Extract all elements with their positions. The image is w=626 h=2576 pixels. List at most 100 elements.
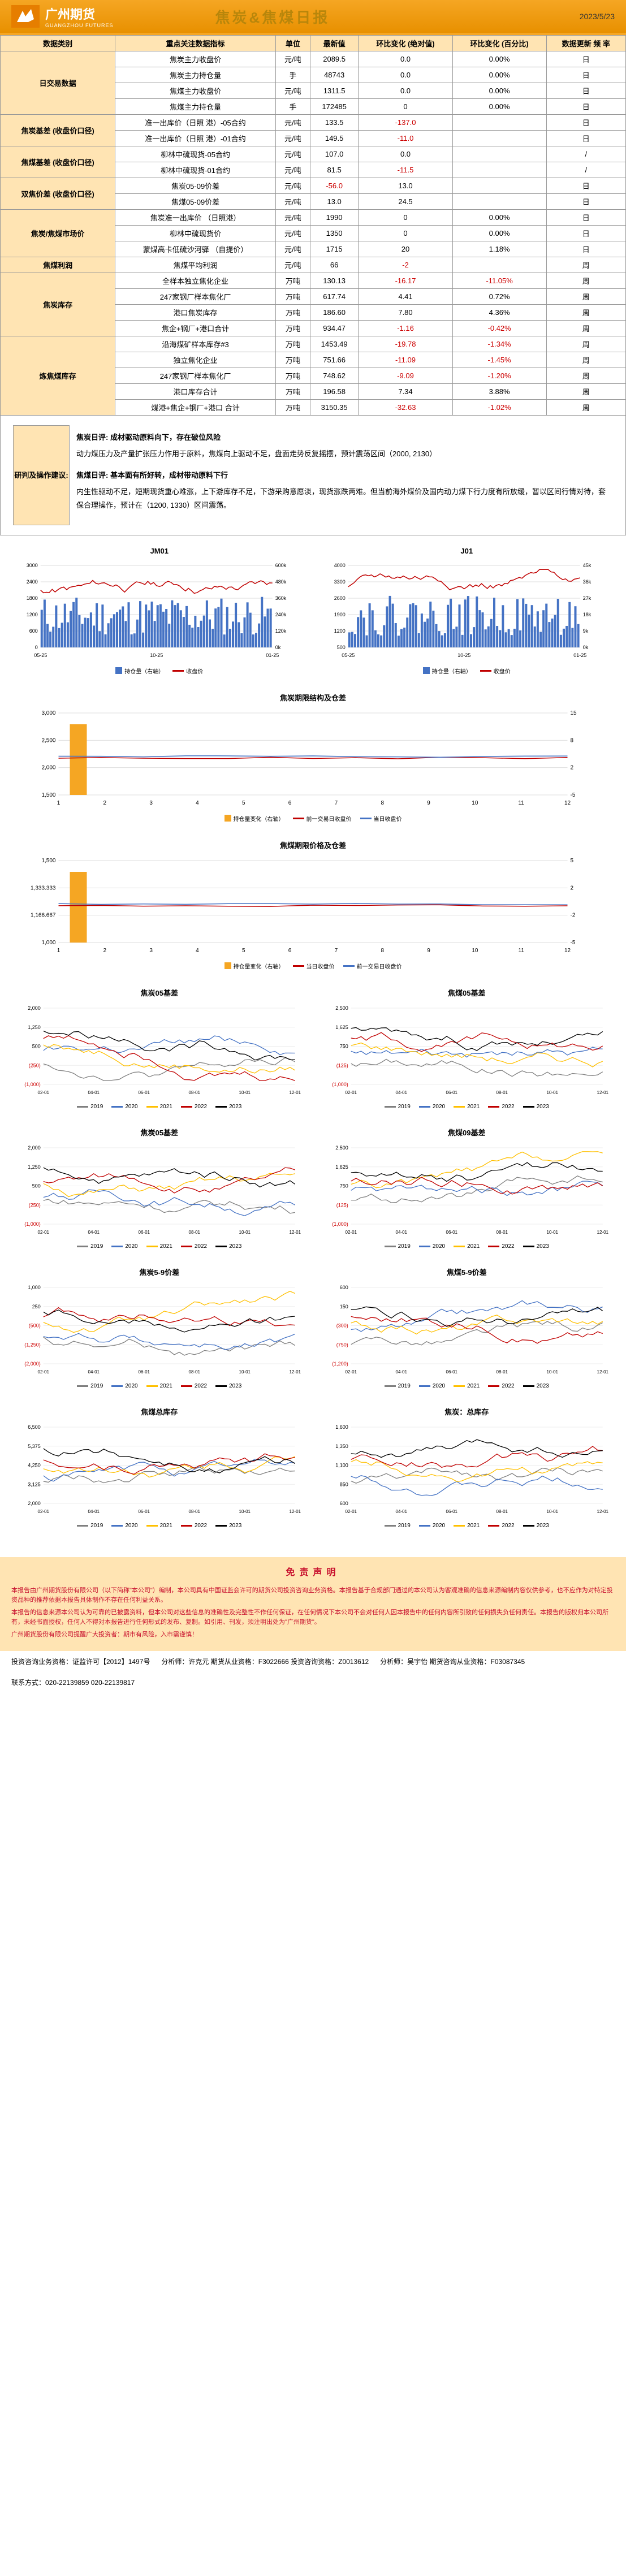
data-cell: 周 [546,289,625,305]
data-cell: 周 [546,305,625,321]
data-cell: 7.34 [359,384,452,400]
svg-text:250: 250 [32,1304,41,1309]
svg-text:5,375: 5,375 [28,1443,41,1449]
category-cell: 炼焦煤库存 [1,336,115,416]
svg-text:(1,200): (1,200) [332,1361,348,1367]
svg-text:600: 600 [339,1285,348,1290]
data-cell: 日 [546,178,625,194]
report-date: 2023/5/23 [580,12,615,21]
legend-item: 持仓量（右轴） [115,667,164,675]
svg-text:45k: 45k [582,563,591,568]
category-cell: 焦煤利润 [1,257,115,273]
data-cell: 港口焦炭库存 [115,305,276,321]
svg-text:06-01: 06-01 [139,1509,150,1514]
legend-item: 2021 [146,1523,172,1529]
data-cell: 0.00% [452,51,546,67]
legend-item: 2019 [77,1104,103,1110]
legend-item: 当日收盘价 [293,962,335,970]
data-cell: 66 [310,257,359,273]
data-cell: 万吨 [275,368,310,384]
logo-icon [11,5,40,28]
svg-text:2: 2 [103,800,107,806]
svg-text:(125): (125) [336,1062,348,1068]
disclaimer-para: 本报告由广州期货股份有限公司（以下简称"本公司"）编制，本公司具有中国证监会许可… [11,1586,615,1606]
data-cell: 172485 [310,99,359,115]
svg-text:9: 9 [427,948,430,954]
data-cell: 万吨 [275,321,310,336]
svg-text:06-01: 06-01 [446,1369,457,1375]
svg-text:600: 600 [29,628,38,634]
data-cell: 3150.35 [310,400,359,416]
basis-chart: 焦煤05基差2,5001,625750(125)(1,000)02-0104-0… [319,987,615,1110]
svg-text:04-01: 04-01 [395,1090,407,1095]
svg-text:240k: 240k [275,612,287,617]
data-cell: 准一出库价（日照 港）-01合约 [115,131,276,146]
svg-text:0k: 0k [582,645,588,650]
svg-text:4: 4 [196,948,199,954]
col-header: 环比变化 (百分比) [452,36,546,51]
disclaimer-para: 本报告的信息来源本公司认为可靠的已披露资料，但本公司对这些信息的准确性及完整性不… [11,1608,615,1628]
svg-text:1,625: 1,625 [335,1164,348,1170]
data-cell: -1.45% [452,352,546,368]
svg-text:(125): (125) [336,1202,348,1208]
svg-text:(1,250): (1,250) [24,1342,41,1347]
svg-text:6,500: 6,500 [28,1424,41,1430]
basis-chart: 焦煤09基差2,5001,625750(125)(1,000)02-0104-0… [319,1127,615,1250]
analysis-item-body: 内生性驱动不足，短期现货重心难涨，上下游库存不足，下游采购意愿淡，现货涨跌两难。… [76,485,607,512]
svg-text:2,000: 2,000 [41,765,55,771]
svg-text:(2,000): (2,000) [24,1361,41,1367]
footer-item: 分析师：许克元 期货从业资格：F3022666 投资咨询资格：Z0013612 [161,1657,369,1666]
svg-text:9: 9 [427,800,430,806]
legend-item: 前一交易日收盘价 [293,814,352,823]
svg-text:02-01: 02-01 [38,1509,50,1514]
svg-text:02-01: 02-01 [38,1369,50,1375]
svg-text:2600: 2600 [334,595,345,601]
svg-text:08-01: 08-01 [189,1369,201,1375]
svg-text:4,250: 4,250 [28,1462,41,1468]
data-cell: 沿海煤矿样本库存#3 [115,336,276,352]
svg-text:04-01: 04-01 [395,1509,407,1514]
structure-chart: 焦炭期限结构及仓差3,000152,50082,00021,500-512345… [11,692,615,823]
data-cell: 元/吨 [275,51,310,67]
svg-text:1,333.333: 1,333.333 [31,885,56,891]
legend-item: 2019 [385,1104,411,1110]
legend-item: 2021 [454,1243,480,1250]
data-cell: -1.16 [359,321,452,336]
data-cell: 13.0 [359,178,452,194]
basis-chart: 焦煤总库存6,5005,3754,2503,1252,00002-0104-01… [11,1406,308,1529]
svg-text:(250): (250) [29,1202,41,1208]
data-cell: 日 [546,226,625,241]
data-cell: -0.42% [452,321,546,336]
svg-text:08-01: 08-01 [189,1230,201,1235]
svg-text:10-01: 10-01 [239,1230,251,1235]
legend-item: 2023 [523,1523,549,1529]
svg-text:08-01: 08-01 [496,1230,508,1235]
company-en: GUANGZHOU FUTURES [45,23,114,28]
svg-text:10-01: 10-01 [546,1509,558,1514]
legend-item: 持仓量（右轴） [423,667,472,675]
svg-text:1,250: 1,250 [28,1025,41,1030]
svg-text:9k: 9k [582,628,588,634]
data-cell: 0.00% [452,67,546,83]
data-cell: -1.02% [452,400,546,416]
svg-text:5: 5 [242,800,245,806]
basis-chart: 焦煤5-9价差600150(300)(750)(1,200)02-0104-01… [319,1267,615,1389]
svg-text:8: 8 [381,948,384,954]
svg-text:12-01: 12-01 [290,1090,301,1095]
data-cell: 0.00% [452,210,546,226]
svg-text:(750): (750) [336,1342,348,1347]
svg-text:500: 500 [32,1043,41,1049]
svg-text:02-01: 02-01 [345,1509,357,1514]
legend-item: 2021 [146,1243,172,1250]
table-row: 焦煤利润焦煤平均利润元/吨66-2周 [1,257,626,273]
svg-text:8: 8 [381,800,384,806]
data-cell: 7.80 [359,305,452,321]
svg-text:1200: 1200 [27,612,38,617]
data-cell: 元/吨 [275,83,310,99]
svg-text:6: 6 [288,948,292,954]
data-cell: -11.0 [359,131,452,146]
svg-text:2,500: 2,500 [41,737,55,744]
data-cell: 1.18% [452,241,546,257]
svg-text:8: 8 [571,737,574,744]
legend-item: 2022 [181,1104,207,1110]
